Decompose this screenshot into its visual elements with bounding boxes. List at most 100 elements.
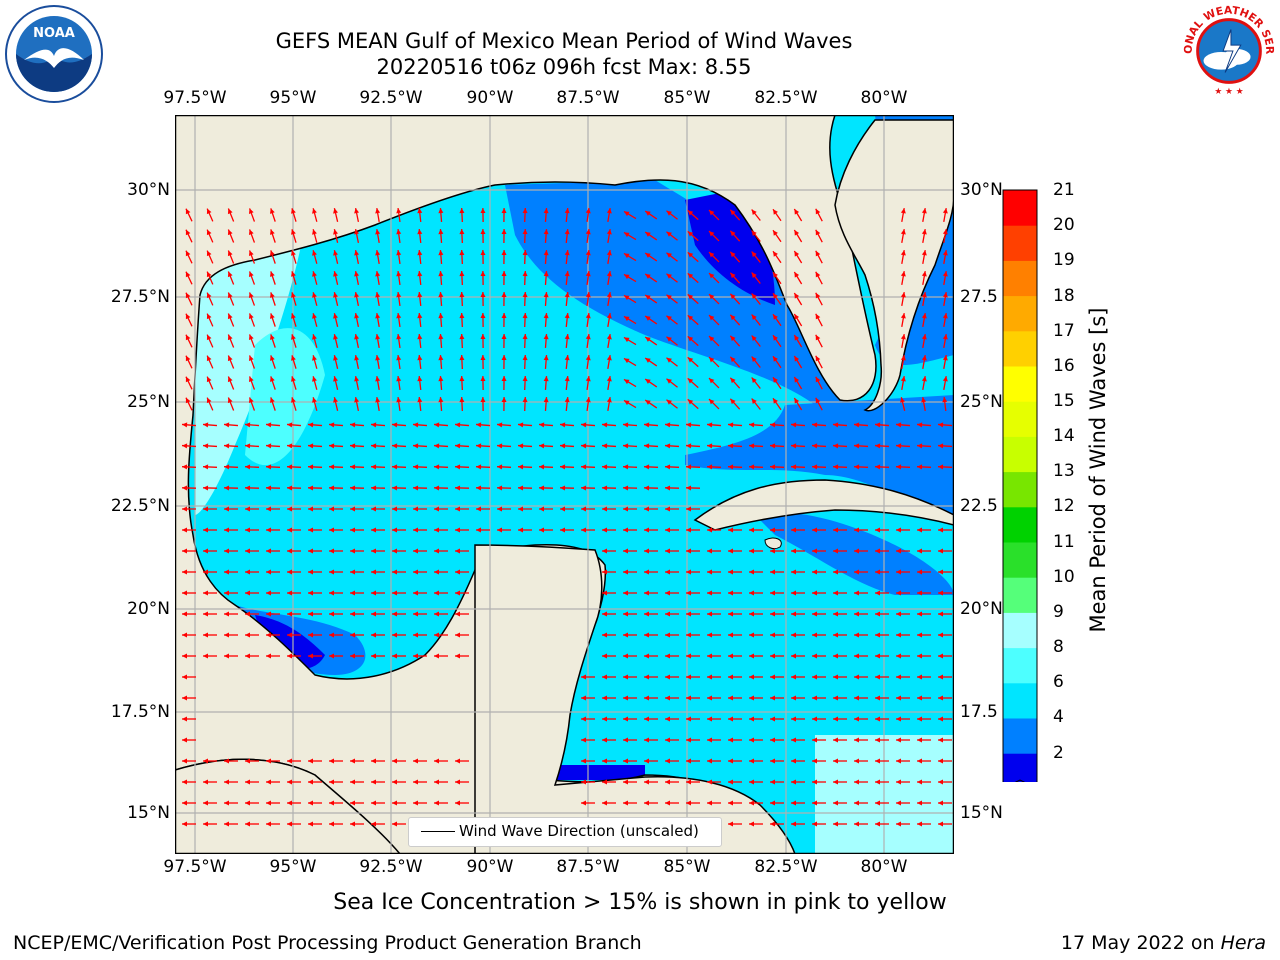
direction-arrow <box>496 464 512 470</box>
direction-arrow <box>459 333 465 349</box>
direction-arrow <box>438 333 444 349</box>
direction-arrow <box>329 800 343 806</box>
direction-arrow <box>728 632 742 638</box>
direction-arrow <box>942 291 948 307</box>
direction-arrow <box>896 800 910 806</box>
direction-arrow <box>308 548 322 554</box>
direction-arrow <box>811 464 827 470</box>
direction-arrow <box>543 228 549 244</box>
direction-arrow <box>269 271 276 285</box>
direction-arrow <box>602 548 616 554</box>
colorbar-tick: 9 <box>1053 602 1064 622</box>
direction-arrow <box>687 209 699 221</box>
direction-arrow <box>622 506 638 512</box>
direction-arrow <box>751 398 761 410</box>
direction-arrow <box>917 611 931 617</box>
direction-arrow <box>875 527 889 533</box>
direction-arrow <box>665 653 679 659</box>
colorbar-tick: 16 <box>1053 356 1075 376</box>
direction-arrow <box>942 270 948 286</box>
direction-arrow <box>665 674 679 680</box>
direction-arrow <box>942 333 948 349</box>
direction-arrow <box>606 228 612 244</box>
direction-arrow <box>580 464 596 470</box>
direction-arrow <box>812 758 826 764</box>
direction-arrow <box>417 249 423 265</box>
direction-arrow <box>185 250 193 264</box>
direction-arrow <box>459 312 465 328</box>
direction-arrow <box>644 800 658 806</box>
direction-arrow <box>665 611 679 617</box>
direction-arrow <box>538 464 554 470</box>
direction-arrow <box>687 398 699 410</box>
direction-arrow <box>354 250 360 264</box>
direction-arrow <box>811 443 827 449</box>
direction-arrow <box>350 590 364 596</box>
direction-arrow <box>728 548 742 554</box>
direction-arrow <box>371 569 385 575</box>
direction-arrow <box>543 270 549 286</box>
direction-arrow <box>182 653 196 659</box>
direction-arrow <box>749 611 763 617</box>
direction-arrow <box>375 270 381 286</box>
direction-arrow <box>665 527 679 533</box>
direction-arrow <box>185 208 193 222</box>
direction-arrow <box>770 800 784 806</box>
direction-arrow <box>896 695 910 701</box>
direction-arrow <box>265 443 281 449</box>
direction-arrow <box>223 422 239 428</box>
direction-arrow <box>896 569 910 575</box>
direction-arrow <box>896 611 910 617</box>
direction-arrow <box>203 821 217 827</box>
direction-arrow <box>559 422 575 428</box>
direction-arrow <box>770 758 784 764</box>
direction-arrow <box>501 354 507 370</box>
direction-arrow <box>728 653 742 659</box>
direction-arrow <box>665 590 679 596</box>
direction-arrow <box>921 312 927 328</box>
direction-arrow <box>308 758 322 764</box>
direction-arrow <box>854 548 868 554</box>
direction-arrow <box>206 397 214 411</box>
colorbar-tick: 21 <box>1053 180 1075 200</box>
direction-arrow <box>391 485 407 491</box>
direction-arrow <box>917 821 931 827</box>
direction-arrow <box>564 396 570 412</box>
direction-arrow <box>812 800 826 806</box>
direction-arrow <box>291 313 297 327</box>
direction-arrow <box>248 271 256 285</box>
direction-arrow <box>312 334 318 348</box>
direction-arrow <box>517 506 533 512</box>
direction-arrow <box>942 249 948 265</box>
colorbar-tick: 11 <box>1053 532 1075 552</box>
direction-arrow <box>896 632 910 638</box>
direction-arrow <box>815 313 823 327</box>
direction-arrow <box>455 632 469 638</box>
direction-arrow <box>815 397 823 411</box>
direction-arrow <box>455 590 469 596</box>
southern-mexico <box>175 758 401 854</box>
direction-arrow <box>203 653 217 659</box>
direction-arrow <box>581 779 595 785</box>
direction-arrow <box>496 443 512 449</box>
direction-arrow <box>543 249 549 265</box>
direction-arrow <box>581 674 595 680</box>
direction-arrow <box>227 376 235 390</box>
direction-arrow <box>543 375 549 391</box>
lat-tick: 25°N <box>127 392 170 412</box>
direction-arrow <box>413 611 427 617</box>
direction-arrow <box>392 821 406 827</box>
direction-arrow <box>417 228 423 244</box>
direction-arrow <box>455 758 469 764</box>
direction-arrow <box>900 228 906 244</box>
direction-arrow <box>585 291 591 307</box>
direction-arrow <box>434 590 448 596</box>
colorbar-segment <box>1003 612 1037 649</box>
direction-arrow <box>203 548 217 554</box>
direction-arrow <box>791 737 805 743</box>
direction-arrow <box>606 291 612 307</box>
direction-arrow <box>413 779 427 785</box>
direction-arrow <box>874 422 890 428</box>
direction-arrow <box>245 653 259 659</box>
direction-arrow <box>875 737 889 743</box>
